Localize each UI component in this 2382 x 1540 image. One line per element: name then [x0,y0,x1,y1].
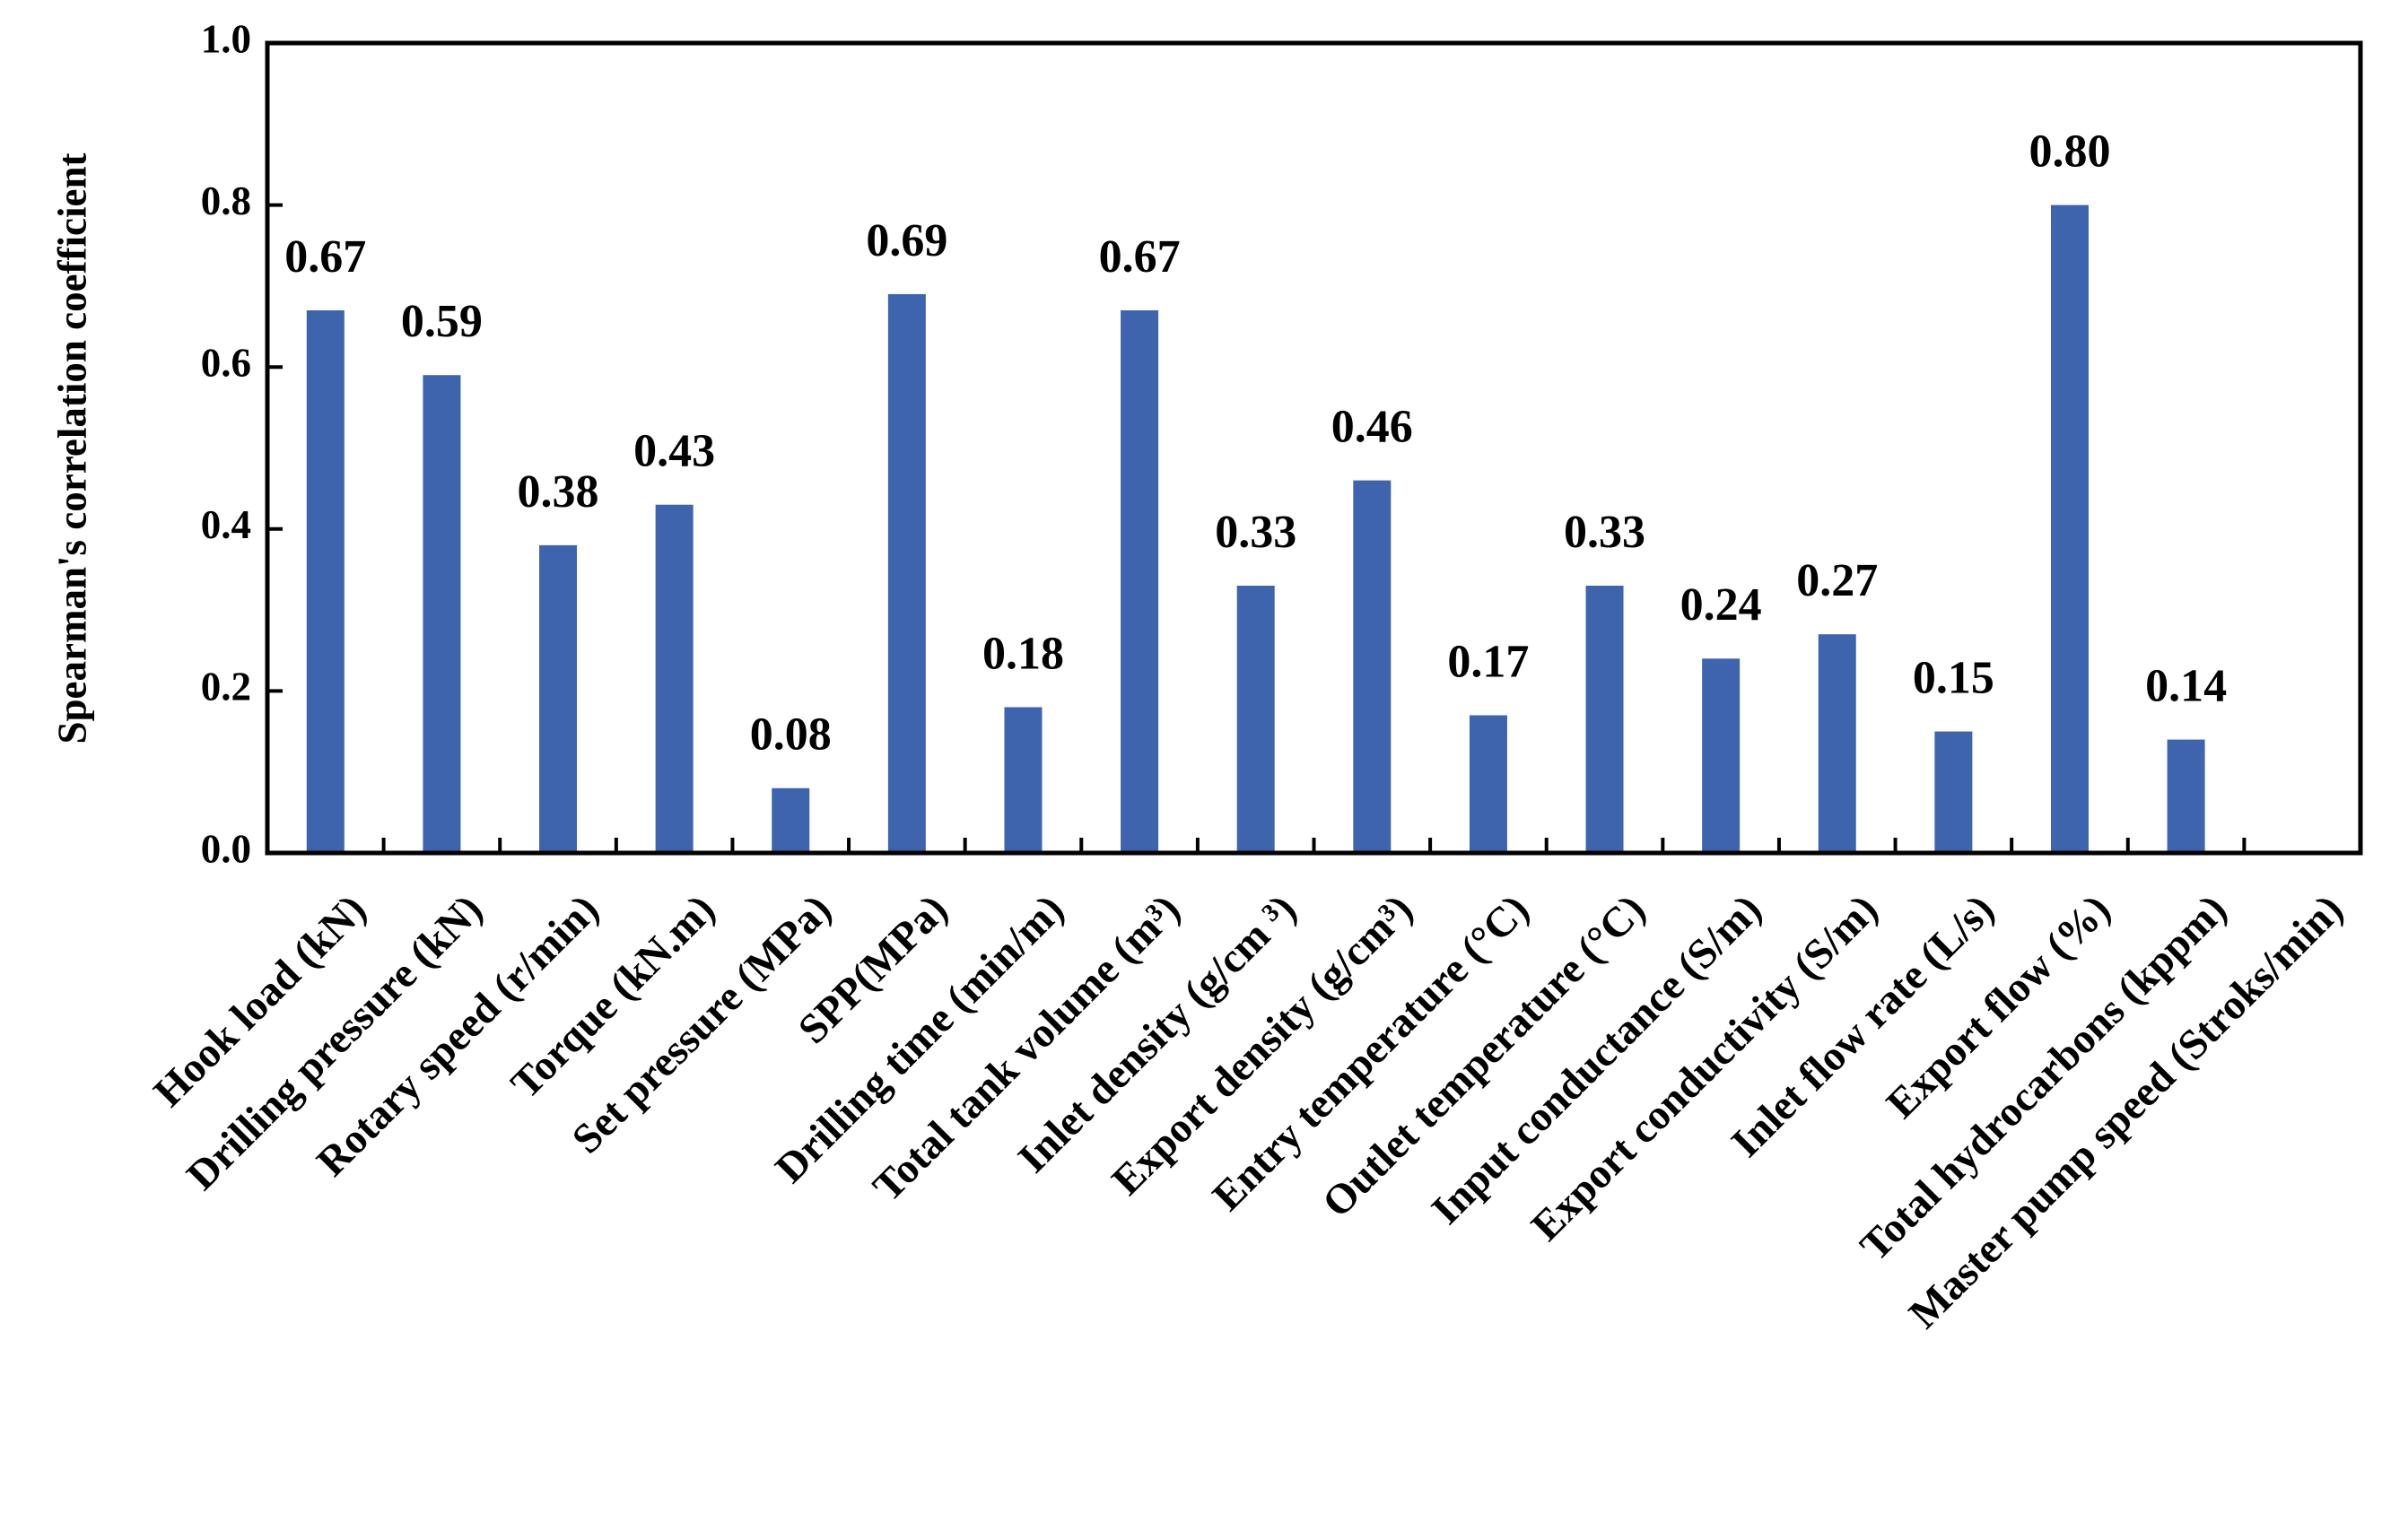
value-label: 0.18 [982,628,1064,679]
y-tick-label: 0.8 [201,178,251,223]
value-label: 0.24 [1680,579,1762,631]
value-label: 0.69 [866,215,947,266]
value-label: 0.67 [284,231,366,283]
bar [1353,480,1392,853]
y-tick-label: 0.4 [201,502,251,547]
y-tick-label: 0.2 [201,665,251,709]
bar [1702,658,1741,853]
value-label: 0.38 [518,466,599,518]
value-label: 0.15 [1913,652,1994,703]
bar [1585,586,1624,853]
value-label: 0.80 [2029,126,2110,178]
plot-frame [265,40,2363,856]
bar [655,504,694,853]
y-axis-title: Spearman's correlation coefficient [49,152,94,744]
value-label: 0.67 [1099,231,1181,283]
y-tick-label: 1.0 [201,16,251,61]
bar [306,309,345,853]
bar [1121,309,1159,853]
bar [1934,731,1973,853]
bar [772,787,810,853]
bar [1004,707,1043,853]
bar [1818,634,1856,853]
bar [887,293,926,853]
value-label: 0.14 [2145,661,2227,712]
bar [1236,586,1275,853]
value-label: 0.27 [1796,555,1878,606]
value-label: 0.59 [401,296,483,347]
bar [2167,739,2205,853]
value-label: 0.17 [1447,636,1529,687]
y-tick-label: 0.0 [201,826,251,871]
x-tick-label: Hook load (kN) [145,886,376,1117]
bar [2050,204,2089,854]
x-tick-label: Torque (kN.m) [502,886,724,1108]
value-label: 0.46 [1331,402,1413,453]
value-label: 0.33 [1215,507,1296,558]
y-tick-label: 0.6 [201,341,251,386]
bar [1469,715,1507,853]
value-label: 0.08 [750,709,832,761]
value-label: 0.33 [1564,507,1645,558]
value-label: 0.43 [633,426,715,477]
bar [423,375,461,854]
bar [539,544,578,853]
